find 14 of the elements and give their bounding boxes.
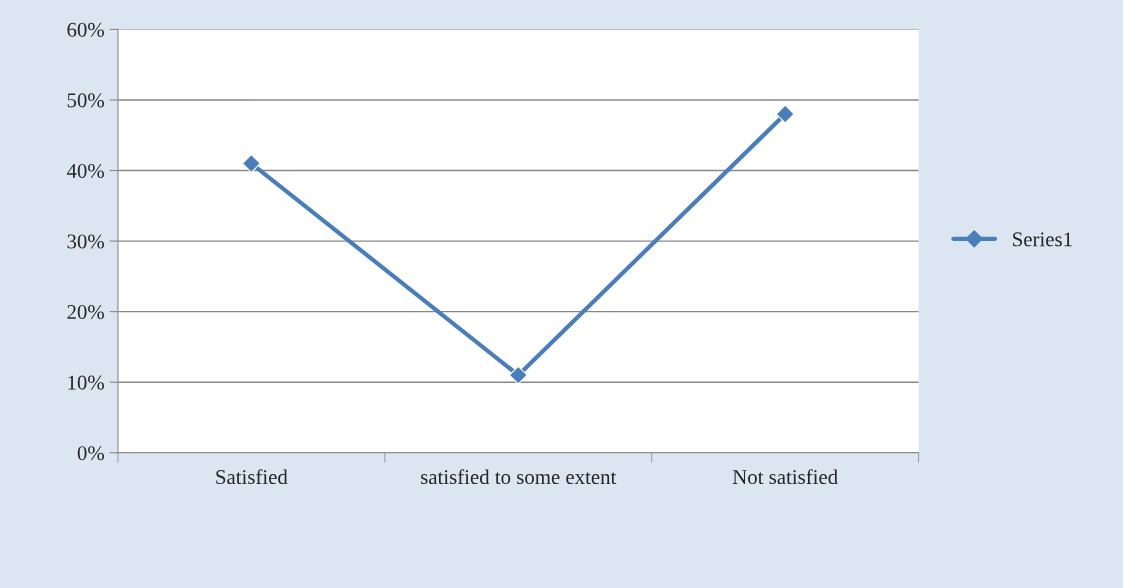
x-tick-label: satisfied to some extent bbox=[421, 469, 617, 485]
y-tick-label: 0% bbox=[77, 446, 105, 461]
y-tick-label: 20% bbox=[67, 305, 105, 320]
y-tick-label: 10% bbox=[68, 375, 105, 390]
y-tick-label: 30% bbox=[67, 234, 105, 249]
legend-label: Series1 bbox=[1013, 232, 1072, 247]
y-tick-label: 40% bbox=[66, 163, 105, 179]
point bbox=[508, 365, 528, 385]
point bbox=[242, 154, 261, 173]
x-tick-label: Satisfied bbox=[216, 469, 288, 485]
y-tick-label: 50% bbox=[67, 93, 105, 108]
x-tick-label: Not satisfied bbox=[732, 469, 838, 485]
point bbox=[775, 104, 795, 124]
y-tick-label: 60% bbox=[67, 22, 105, 37]
